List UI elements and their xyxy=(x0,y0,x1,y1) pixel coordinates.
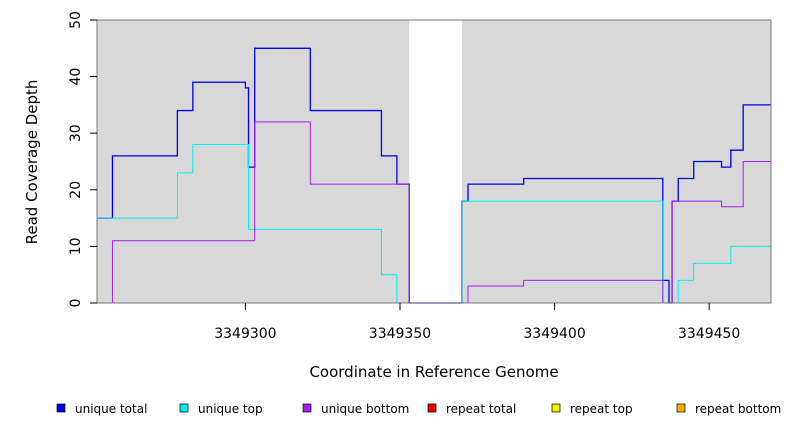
y-tick-label: 50 xyxy=(68,11,84,29)
legend-swatch xyxy=(179,403,189,413)
legend-item-repeat-bottom: repeat bottom xyxy=(676,402,781,416)
y-tick-label: 30 xyxy=(68,124,84,142)
legend-label: unique top xyxy=(198,402,263,416)
legend-label: repeat total xyxy=(446,402,516,416)
legend-item-repeat-total: repeat total xyxy=(427,402,516,416)
x-tick-label: 3349350 xyxy=(369,326,431,342)
legend-item-unique-top: unique top xyxy=(179,402,263,416)
gap-region-0 xyxy=(409,20,462,303)
legend-label: unique bottom xyxy=(321,402,409,416)
y-tick-label: 10 xyxy=(68,237,84,255)
legend-label: repeat bottom xyxy=(695,402,781,416)
legend-swatch xyxy=(56,403,66,413)
legend-item-unique-total: unique total xyxy=(56,402,147,416)
legend-label: repeat top xyxy=(570,402,633,416)
legend-swatch xyxy=(302,403,312,413)
x-tick-label: 3349300 xyxy=(214,326,276,342)
plot-frame xyxy=(96,19,772,304)
y-axis-label: Read Coverage Depth xyxy=(23,80,41,245)
legend-swatch xyxy=(427,403,437,413)
x-axis-label: Coordinate in Reference Genome xyxy=(309,363,558,381)
y-tick-label: 40 xyxy=(68,68,84,86)
y-tick-label: 20 xyxy=(68,181,84,199)
legend-label: unique total xyxy=(75,402,147,416)
x-tick-label: 3349450 xyxy=(678,326,740,342)
series-line-unique-bottom xyxy=(97,121,771,304)
legend-swatch xyxy=(551,403,561,413)
legend-item-unique-bottom: unique bottom xyxy=(302,402,409,416)
legend-swatch xyxy=(676,403,686,413)
y-tick-label: 0 xyxy=(68,299,84,308)
legend-item-repeat-top: repeat top xyxy=(551,402,633,416)
x-tick-label: 3349400 xyxy=(523,326,585,342)
